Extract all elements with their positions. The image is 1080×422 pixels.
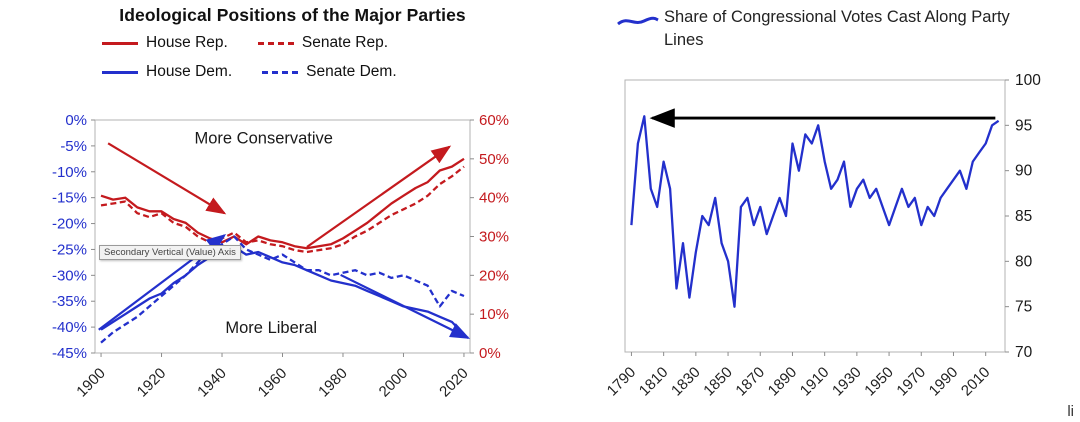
plot-frame [624, 79, 1006, 353]
svg-text:80: 80 [1015, 253, 1033, 270]
svg-text:85: 85 [1015, 208, 1032, 225]
house-dem-line-sample [102, 70, 138, 74]
secondary-axis-tooltip: Secondary Vertical (Value) Axis [99, 245, 241, 260]
legend-item-house-rep: House Rep. [102, 34, 228, 52]
svg-text:1920: 1920 [134, 365, 170, 401]
series-party-line-votes [630, 115, 1000, 308]
partial-text: li [1067, 403, 1074, 420]
senate-rep-line-sample [257, 41, 294, 45]
svg-text:90: 90 [1015, 163, 1033, 180]
annotation-more-liberal: More Liberal [225, 319, 317, 337]
svg-text:1900: 1900 [73, 365, 109, 401]
left-legend-row-1: House Rep. Senate Rep. [102, 34, 418, 52]
senate-dem-line-sample [262, 70, 299, 74]
svg-text:-20%: -20% [52, 216, 87, 233]
svg-text:1830: 1830 [668, 364, 704, 400]
svg-text:1970: 1970 [893, 364, 929, 400]
svg-text:-10%: -10% [52, 164, 87, 181]
svg-text:20%: 20% [479, 267, 509, 284]
svg-text:95: 95 [1015, 117, 1032, 134]
house-rep-line-sample [102, 41, 138, 45]
svg-text:40%: 40% [479, 190, 509, 207]
left-value-axis: 0% -5% -10% -15% -20% -25% -30% -35% -40% -45% [52, 112, 95, 362]
legend-item-senate-dem: Senate Dem. [262, 63, 397, 81]
svg-text:0%: 0% [65, 112, 87, 129]
svg-text:-40%: -40% [52, 319, 87, 336]
svg-text:1960: 1960 [255, 365, 291, 401]
series-senate-rep [100, 165, 465, 254]
svg-text:75: 75 [1015, 299, 1032, 316]
svg-text:1810: 1810 [636, 364, 672, 400]
svg-text:0%: 0% [479, 345, 501, 362]
svg-text:2020: 2020 [436, 365, 472, 401]
svg-text:2000: 2000 [376, 365, 412, 401]
svg-text:-30%: -30% [52, 267, 87, 284]
left-chart-title: Ideological Positions of the Major Parti… [119, 5, 466, 25]
svg-text:1990: 1990 [926, 364, 962, 400]
svg-text:30%: 30% [479, 229, 509, 246]
series-house-rep [100, 157, 465, 250]
svg-text:1870: 1870 [732, 364, 768, 400]
svg-text:1930: 1930 [829, 364, 865, 400]
annotation-more-conservative: More Conservative [195, 129, 333, 147]
legend-label: House Rep. [146, 34, 228, 51]
svg-text:60%: 60% [479, 112, 509, 129]
svg-text:1910: 1910 [797, 364, 833, 400]
svg-text:-35%: -35% [52, 293, 87, 310]
legend-label: Senate Rep. [301, 34, 389, 51]
svg-text:-25%: -25% [52, 241, 87, 258]
svg-text:50%: 50% [479, 151, 509, 168]
ideology-chart: 0% -5% -10% -15% -20% -25% -30% -35% -40% -45% 0% 1… [52, 112, 509, 400]
svg-text:1950: 1950 [861, 364, 897, 400]
svg-text:-5%: -5% [60, 138, 87, 155]
party-line-votes-chart: 7075808590951001790181018301850187018901… [604, 72, 1042, 399]
year-axis: 1790181018301850187018901910193019501970… [604, 352, 994, 399]
right-value-axis: 0% 10% 20% 30% 40% 50% 60% [470, 112, 509, 362]
svg-text:70: 70 [1015, 344, 1033, 361]
svg-text:1850: 1850 [700, 364, 736, 400]
left-legend-row-2: House Dem. Senate Dem. [102, 63, 427, 81]
series-senate-dem [100, 235, 465, 344]
legend-item-house-dem: House Dem. [102, 63, 232, 81]
share-axis: 70 75 80 85 90 95 100 [1005, 72, 1041, 361]
svg-text:2010: 2010 [958, 364, 994, 400]
svg-text:-15%: -15% [52, 190, 87, 207]
svg-text:100: 100 [1015, 72, 1041, 89]
plot-frame [94, 119, 471, 354]
legend-label: House Dem. [146, 63, 233, 80]
svg-text:1980: 1980 [315, 365, 351, 401]
svg-text:-45%: -45% [52, 345, 87, 362]
legend-label: Senate Dem. [306, 63, 397, 80]
svg-text:1790: 1790 [604, 364, 640, 400]
svg-text:1940: 1940 [194, 365, 230, 401]
party-line-votes-sample-icon [617, 16, 659, 26]
year-axis: 1900 1920 1940 1960 1980 2000 2020 [73, 353, 472, 400]
svg-text:1890: 1890 [765, 364, 801, 400]
svg-text:10%: 10% [479, 306, 509, 323]
right-chart-legend-label: Share of Congressional Votes Cast Along … [664, 8, 1010, 50]
legend-item-senate-rep: Senate Rep. [257, 34, 389, 52]
